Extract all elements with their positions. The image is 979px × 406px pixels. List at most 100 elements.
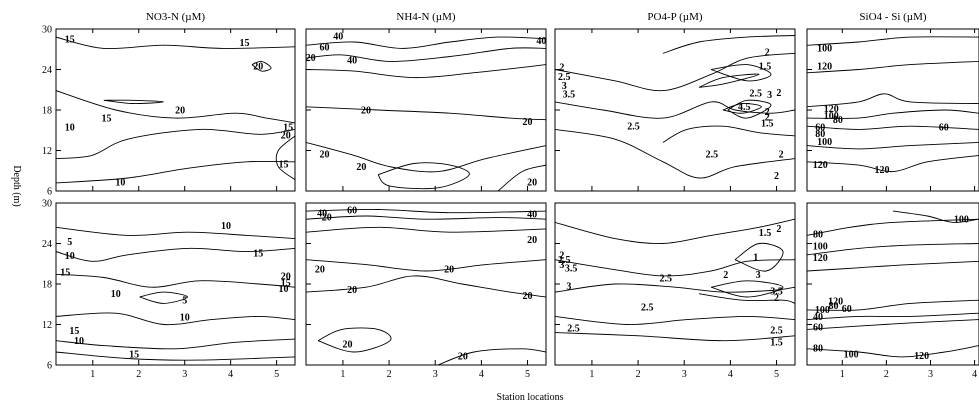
panel-bottom-3: 1 2 3 4 522.53 3.51.5 212 32.53 3.522.52.5 2.51.5	[554, 202, 796, 380]
contour-label: 60	[939, 122, 949, 133]
y-tick-label: 24	[42, 239, 52, 250]
contour-line	[555, 218, 795, 245]
x-tick-label: 2	[387, 369, 392, 380]
contour-label: 3	[756, 270, 761, 281]
contour-line	[807, 60, 979, 74]
contour-label: 2	[774, 293, 779, 304]
contour-label: 10	[65, 251, 75, 262]
contour-label: 2	[723, 270, 728, 281]
y-tick-label: 18	[42, 280, 52, 291]
x-tick-label: 3	[928, 369, 933, 380]
contour-label: 15	[283, 122, 293, 133]
contour-label: 100	[813, 242, 828, 253]
x-tick-label: 1	[840, 369, 845, 380]
contour-label: 10	[111, 289, 121, 300]
contour-label: 2.5	[770, 325, 783, 336]
contour-label: 120	[828, 296, 843, 307]
x-tick-label: 2	[636, 369, 641, 380]
contour-label: 20	[306, 53, 316, 64]
contour-label: 20	[343, 340, 353, 351]
x-tick-label: 1	[589, 369, 594, 380]
contour-line	[807, 260, 979, 272]
contour-label: 1	[753, 253, 758, 264]
contour-label: 20	[281, 130, 291, 141]
contour-line	[56, 351, 295, 361]
contour-line	[807, 243, 979, 256]
contour-label: 10	[65, 122, 75, 133]
contour-label: 3	[562, 81, 567, 92]
contour-line	[306, 259, 546, 272]
contour-line	[698, 293, 795, 304]
contour-label: 20	[527, 235, 537, 246]
contour-label: 1.5	[759, 62, 772, 73]
contour-lines	[555, 218, 795, 342]
contour-line	[56, 160, 295, 184]
contour-label: 120	[874, 165, 889, 176]
contour-label: 15	[102, 114, 112, 125]
panel-title: NH4-N (µM)	[396, 11, 456, 23]
contour-label: 20	[444, 265, 454, 276]
contour-label: 2.5	[660, 273, 673, 284]
contour-label: 60	[347, 205, 357, 216]
x-tick-label: 1	[90, 369, 95, 380]
contour-lines	[56, 226, 295, 361]
contour-label: 20	[322, 213, 332, 224]
contour-line	[103, 99, 165, 104]
contour-label: 40	[536, 36, 546, 47]
contour-label: 2.5	[558, 72, 571, 83]
contour-label: 20	[523, 117, 533, 128]
contour-label: 20	[356, 162, 366, 173]
contour-label: 20	[361, 106, 371, 117]
contour-label: 2.5	[567, 323, 580, 334]
contour-label: 10	[279, 284, 289, 295]
x-tick-label: 4	[972, 369, 977, 380]
contour-line	[56, 247, 295, 262]
y-axis-label: Depth (m)	[11, 165, 22, 206]
contour-label: 1.5	[770, 338, 783, 349]
contour-line	[306, 64, 546, 79]
contour-label: 3	[559, 260, 564, 271]
contour-label: 2.5	[750, 89, 763, 100]
contour-line	[377, 162, 470, 190]
panel-frame	[305, 28, 547, 192]
contour-label: 3	[566, 282, 571, 293]
contour-line	[56, 273, 295, 288]
contour-line	[734, 242, 784, 272]
contour-line	[437, 348, 546, 365]
contour-label: 40	[333, 31, 343, 42]
contour-line	[56, 312, 295, 326]
contour-line	[306, 106, 546, 121]
y-tick-label: 12	[42, 146, 52, 157]
panel-title: PO4-P (µM)	[647, 11, 702, 23]
contour-label: 100	[817, 137, 832, 148]
contour-label: 10	[74, 336, 84, 347]
contour-label: 120	[813, 160, 828, 171]
x-tick-label: 4	[228, 369, 233, 380]
contour-label: 80	[813, 344, 823, 355]
contour-line	[807, 345, 979, 358]
x-tick-label: 2	[884, 369, 889, 380]
contour-label: 2.5	[627, 122, 640, 133]
contour-line	[555, 315, 795, 325]
contour-line	[698, 73, 760, 88]
contour-lines	[306, 209, 546, 365]
contour-label: 120	[824, 104, 839, 115]
contour-label: 100	[815, 305, 830, 316]
contour-lines	[807, 36, 979, 173]
contour-label: 1.5	[759, 228, 772, 239]
contour-label: 2	[559, 62, 564, 73]
contour-line	[555, 101, 795, 119]
contour-line	[251, 60, 272, 72]
contour-line	[555, 259, 795, 277]
contour-label: 120	[914, 351, 929, 362]
contour-label: 15	[69, 326, 79, 337]
contour-label: 100	[844, 350, 859, 361]
contour-label: 80	[833, 115, 843, 126]
contour-label: 100	[817, 43, 832, 54]
contour-label: 120	[813, 253, 828, 264]
contour-label: 80	[815, 129, 825, 140]
x-tick-label: 1	[340, 369, 345, 380]
contour-line	[807, 299, 979, 311]
